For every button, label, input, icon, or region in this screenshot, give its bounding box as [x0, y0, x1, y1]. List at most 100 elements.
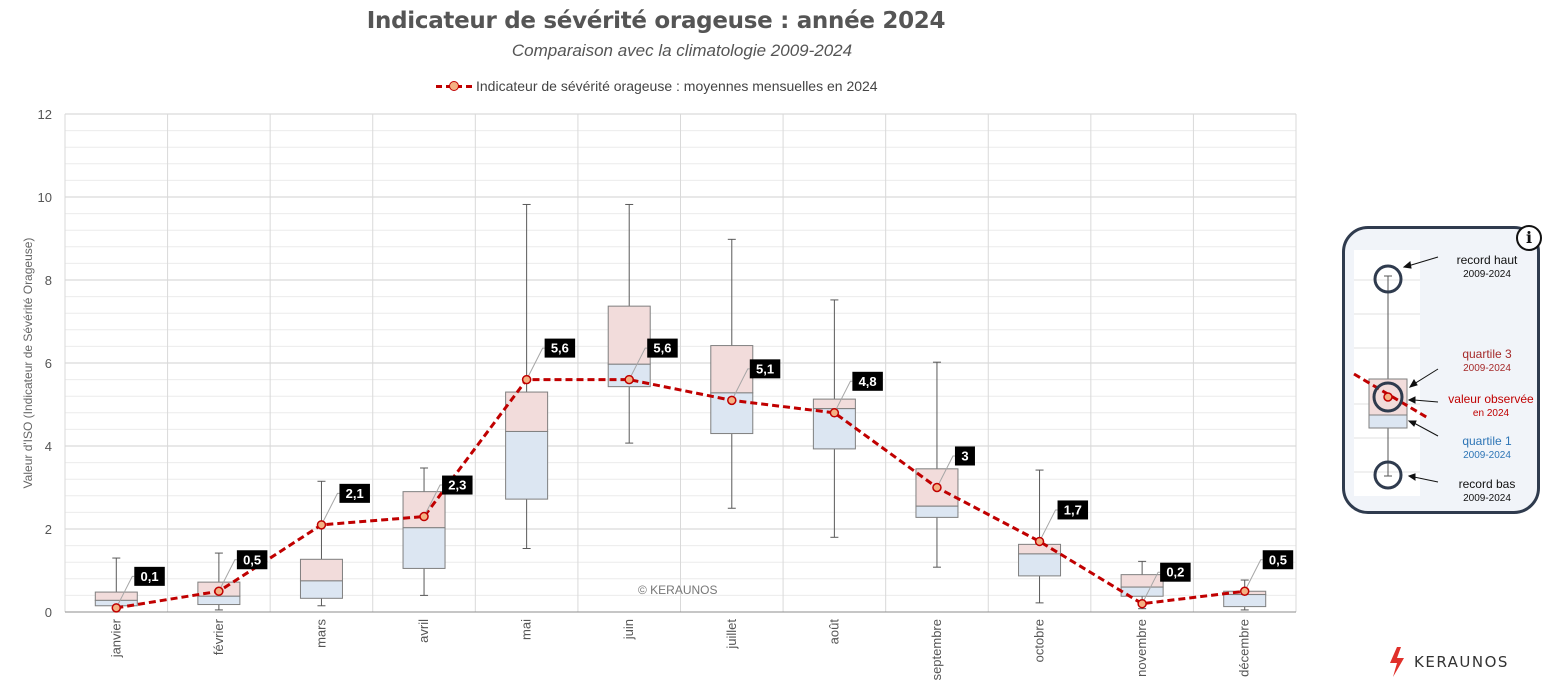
data-label-box [236, 550, 268, 570]
data-label: 4,8 [859, 374, 877, 389]
data-label: 2,3 [448, 478, 466, 493]
data-label-box [852, 371, 883, 391]
series-point [316, 520, 327, 530]
data-label: 0,5 [1269, 552, 1287, 567]
data-label-box [647, 338, 678, 358]
data-label: 0,1 [141, 569, 159, 584]
box-lower-quartile [299, 580, 343, 599]
info-panel: record haut 2009-2024 quartile 3 2009-20… [1342, 226, 1540, 514]
series-point [932, 482, 942, 493]
x-tick-label: septembre [929, 619, 944, 680]
series-point [111, 603, 122, 613]
chart-title: Indicateur de sévérité orageuse : année … [366, 8, 946, 34]
copyright-text: © KERAUNOS [638, 583, 718, 597]
x-tick-label: juillet [724, 619, 739, 650]
keraunos-logo: KERAUNOS [1388, 645, 1509, 679]
data-label-leader [1244, 559, 1263, 592]
box-mars [299, 480, 343, 607]
logo-text: KERAUNOS [1414, 653, 1509, 671]
data-label: 3 [961, 449, 968, 464]
box-lower-quartile [1018, 553, 1062, 577]
data-label: 0,5 [243, 552, 261, 567]
series-line [116, 378, 1245, 610]
box-lower-quartile [197, 595, 241, 606]
box-upper-quartile [299, 558, 343, 582]
data-label-leader [628, 347, 648, 380]
x-tick-label: mai [519, 619, 534, 640]
x-tick-label: avril [416, 619, 431, 643]
box-lower-quartile [915, 505, 959, 518]
box-lower-quartile [1223, 594, 1267, 608]
box-juillet [710, 238, 754, 509]
data-label-box [749, 359, 781, 379]
data-label-box [954, 446, 975, 466]
data-label: 5,6 [551, 341, 569, 356]
series-point [521, 374, 532, 385]
y-tick-label: 4 [45, 439, 52, 454]
data-label: 0,2 [1166, 565, 1184, 580]
y-axis-label: Valeur d'ISO (Indicateur de Sévérité Ora… [21, 237, 35, 489]
legend-label: Indicateur de sévérité orageuse : moyenn… [476, 78, 878, 94]
series-point [1239, 586, 1250, 596]
y-tick-label: 12 [38, 107, 52, 122]
info-valeur-observee: valeur observée en 2024 [1448, 392, 1534, 419]
info-quartile-3: quartile 3 2009-2024 [1462, 347, 1512, 374]
x-tick-label: décembre [1237, 619, 1252, 677]
x-tick-label: mars [313, 619, 328, 648]
box-upper-quartile [607, 305, 651, 365]
data-label-leader [321, 492, 340, 526]
x-tick-label: juin [621, 619, 636, 640]
y-tick-label: 10 [38, 190, 52, 205]
y-tick-label: 0 [45, 605, 52, 620]
chart-subtitle: Comparaison avec la climatologie 2009-20… [511, 41, 853, 60]
box-octobre [1018, 469, 1062, 604]
x-tick-label: février [211, 618, 226, 655]
data-label-leader [1039, 509, 1058, 542]
info-box-diagram [1353, 250, 1439, 496]
data-label-leader [526, 347, 545, 380]
chart-legend: Indicateur de sévérité orageuse : moyenn… [436, 77, 878, 95]
data-label-leader [423, 484, 443, 517]
series-point [829, 408, 840, 418]
box-upper-quartile [94, 591, 138, 601]
series-point [1137, 598, 1147, 609]
box-upper-quartile [710, 345, 754, 394]
y-tick-label: 8 [45, 273, 52, 288]
box-upper-quartile [812, 398, 856, 410]
box-lower-quartile [505, 430, 549, 500]
info-record-haut: record haut 2009-2024 [1456, 253, 1518, 280]
info-quartile-1: quartile 1 2009-2024 [1462, 434, 1512, 461]
series-point [214, 586, 224, 596]
box-upper-quartile [1120, 574, 1164, 588]
data-label-leader [731, 368, 750, 401]
x-tick-label: janvier [108, 618, 123, 658]
data-label-box [1262, 550, 1294, 570]
y-tick-label: 2 [45, 522, 52, 537]
data-label: 5,1 [756, 361, 774, 376]
data-label-box [339, 483, 370, 503]
box-lower-quartile [402, 527, 446, 569]
x-tick-label: août [826, 619, 841, 645]
data-label-box [1160, 562, 1191, 582]
data-label-leader [936, 455, 955, 488]
data-label-box [1057, 500, 1089, 520]
data-label: 5,6 [653, 341, 671, 356]
data-label-box [134, 566, 165, 586]
x-tick-label: novembre [1134, 619, 1149, 677]
series-point [624, 374, 634, 385]
lightning-icon [1390, 647, 1404, 677]
series-point [727, 395, 737, 406]
data-label-box [544, 338, 576, 358]
data-label-leader [833, 380, 853, 414]
info-icon[interactable]: i [1516, 225, 1542, 251]
data-label: 2,1 [346, 486, 364, 501]
y-tick-label: 6 [45, 356, 52, 371]
data-label-leader [218, 559, 237, 592]
data-label-box [442, 475, 473, 495]
series-point [419, 511, 429, 522]
info-record-bas: record bas 2009-2024 [1458, 477, 1516, 504]
data-label-leader [1141, 571, 1161, 604]
data-label-leader [115, 575, 135, 609]
x-tick-label: octobre [1032, 619, 1047, 662]
